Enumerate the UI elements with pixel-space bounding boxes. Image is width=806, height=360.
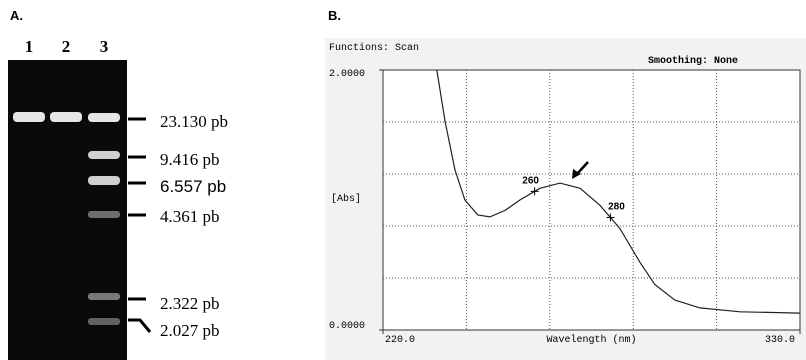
figure: A. B. 1 2 3 23.130 pb 9.416 pb 6.557 pb 4.361 … — [0, 0, 806, 360]
marker-ticks — [128, 119, 150, 332]
band — [88, 293, 120, 300]
band — [88, 318, 120, 325]
plot-area — [383, 70, 800, 330]
band — [88, 113, 120, 122]
band — [13, 112, 45, 122]
lane-label: 3 — [100, 37, 109, 56]
panel-label: B. — [328, 8, 341, 23]
gel — [8, 60, 127, 360]
x-tick-label: 220.0 — [385, 335, 415, 346]
lane-label: 2 — [62, 37, 71, 56]
annotation-label: 280 — [608, 202, 625, 213]
marker-label: 2.027 pb — [160, 321, 220, 340]
y-tick-label: 2.0000 — [329, 69, 365, 80]
marker-label: 23.130 pb — [160, 112, 228, 131]
marker-tick — [128, 320, 150, 332]
band — [88, 151, 120, 159]
band — [88, 211, 120, 218]
marker-label: 2.322 pb — [160, 294, 220, 313]
x-tick-label: 330.0 — [765, 335, 795, 346]
x-axis-label: Wavelength (nm) — [546, 334, 636, 346]
band — [50, 112, 82, 122]
smoothing: Smoothing: None — [648, 55, 738, 67]
header: Functions: Scan — [329, 42, 419, 54]
annotation-label: 260 — [522, 175, 539, 186]
panel-label: A. — [10, 8, 23, 23]
marker-label: 4.361 pb — [160, 207, 220, 226]
marker-label: 9.416 pb — [160, 150, 220, 169]
lane-label: 1 — [25, 37, 34, 56]
band — [88, 176, 120, 185]
y-tick-label: 0.0000 — [329, 321, 365, 332]
y-axis-label: [Abs] — [331, 193, 361, 205]
marker-label: 6.557 pb — [160, 177, 226, 196]
